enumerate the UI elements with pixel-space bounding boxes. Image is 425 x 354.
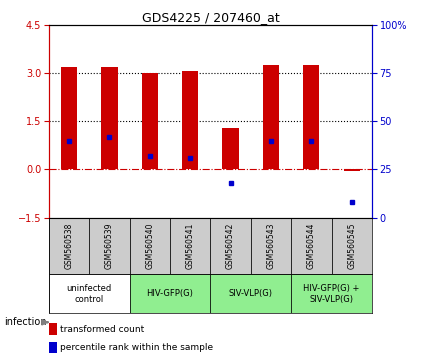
- Text: GSM560541: GSM560541: [186, 223, 195, 269]
- Bar: [142, 73, 158, 170]
- Bar: [170, 218, 210, 274]
- Text: percentile rank within the sample: percentile rank within the sample: [60, 343, 212, 352]
- Bar: [291, 218, 332, 274]
- Bar: [49, 218, 89, 274]
- Bar: [210, 218, 251, 274]
- Bar: [130, 218, 170, 274]
- Text: SIV-VLP(G): SIV-VLP(G): [229, 289, 273, 298]
- Bar: [332, 218, 372, 274]
- Text: GSM560540: GSM560540: [145, 223, 154, 269]
- Text: GSM560538: GSM560538: [65, 223, 74, 269]
- Bar: [251, 218, 291, 274]
- Bar: [49, 342, 57, 353]
- Text: HIV-GFP(G) +
SIV-VLP(G): HIV-GFP(G) + SIV-VLP(G): [303, 284, 360, 303]
- Bar: [89, 218, 130, 274]
- Bar: [210, 274, 291, 313]
- Bar: [49, 324, 57, 335]
- Text: uninfected
control: uninfected control: [67, 284, 112, 303]
- Text: HIV-GFP(G): HIV-GFP(G): [147, 289, 193, 298]
- Bar: [130, 274, 210, 313]
- Bar: [263, 65, 279, 170]
- Bar: [182, 72, 198, 170]
- Text: transformed count: transformed count: [60, 325, 144, 334]
- Bar: [291, 274, 372, 313]
- Text: GSM560539: GSM560539: [105, 223, 114, 269]
- Text: GSM560545: GSM560545: [347, 223, 356, 269]
- Bar: [61, 67, 77, 170]
- Text: infection: infection: [4, 317, 47, 327]
- Text: GSM560543: GSM560543: [266, 223, 275, 269]
- Bar: [101, 67, 117, 170]
- Bar: [49, 274, 130, 313]
- Text: GSM560542: GSM560542: [226, 223, 235, 269]
- Bar: [343, 170, 360, 171]
- Text: GSM560544: GSM560544: [307, 223, 316, 269]
- Title: GDS4225 / 207460_at: GDS4225 / 207460_at: [142, 11, 279, 24]
- Bar: [222, 128, 238, 170]
- Bar: [303, 65, 320, 170]
